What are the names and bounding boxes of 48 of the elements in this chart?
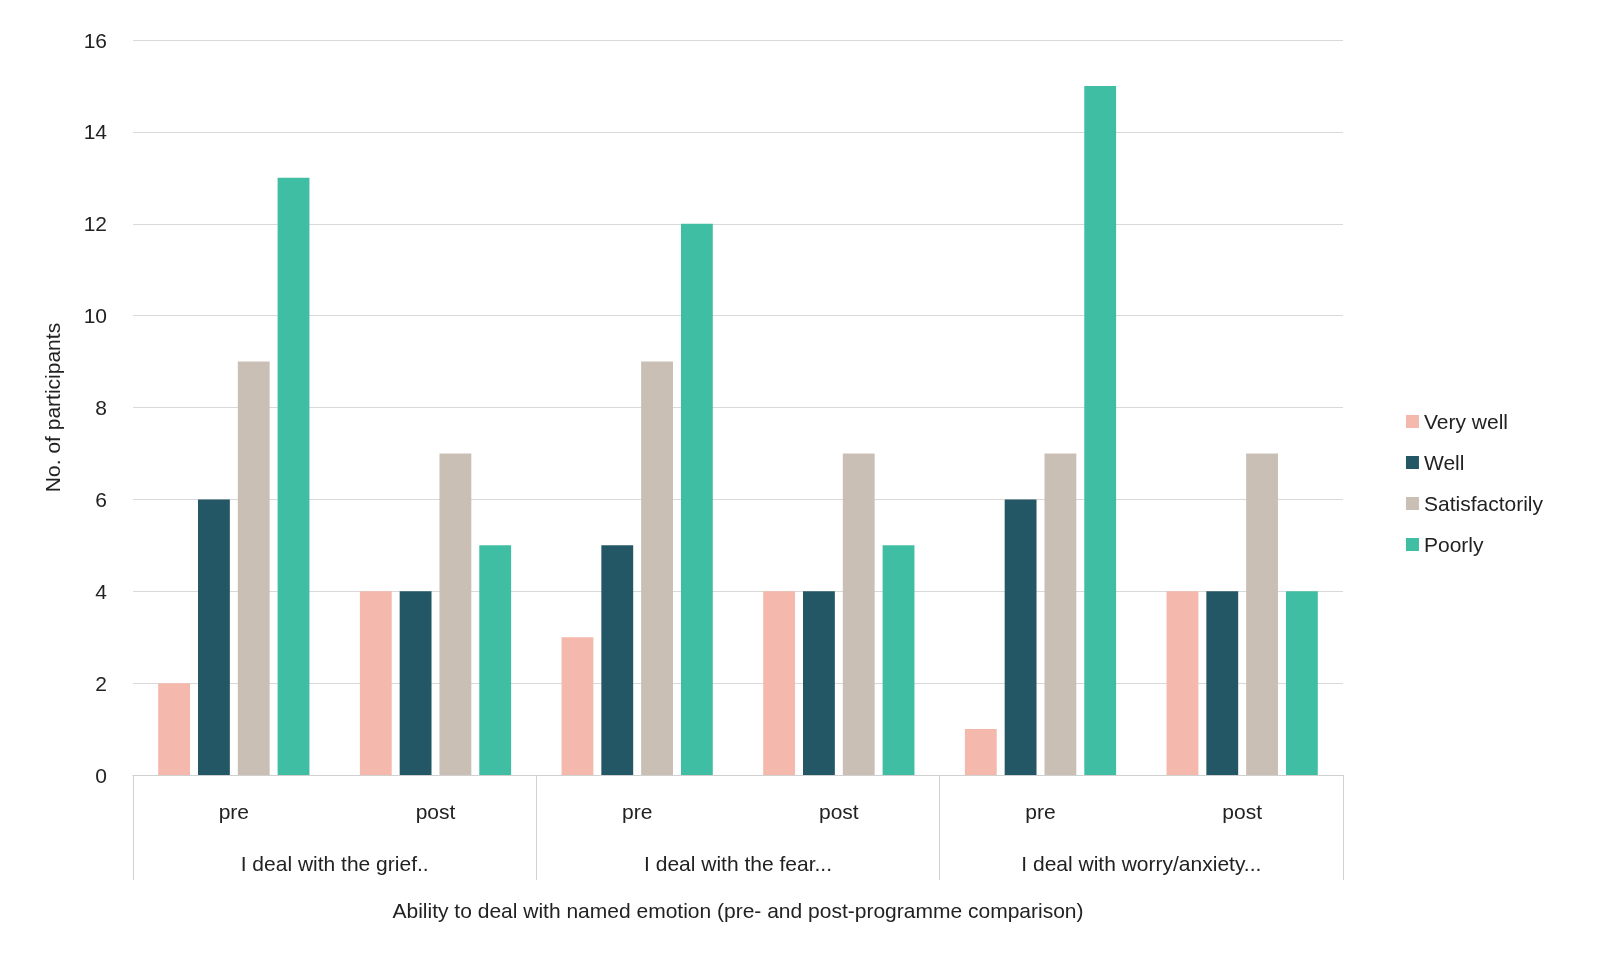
y-tick-label: 14 xyxy=(83,120,108,144)
bar xyxy=(803,591,835,775)
bar xyxy=(479,545,512,775)
text: I deal with the grief.. xyxy=(240,852,429,875)
bar xyxy=(1084,85,1117,775)
bar xyxy=(1285,591,1318,775)
bar xyxy=(882,545,915,775)
bar xyxy=(158,683,191,775)
bar xyxy=(399,591,432,775)
y-tick-label: 10 xyxy=(83,304,107,328)
legend-label: Very well xyxy=(1423,410,1508,433)
bar xyxy=(1004,499,1037,775)
y-tick-label: 2 xyxy=(95,671,107,695)
bar xyxy=(763,591,796,775)
bar xyxy=(237,361,270,775)
x-tick-label: post xyxy=(818,800,859,823)
legend-label: Satisfactorily xyxy=(1423,492,1544,515)
x-tick-label: pre xyxy=(1025,800,1056,823)
y-tick-label: 0 xyxy=(95,763,107,787)
x-tick-label: post xyxy=(415,800,456,823)
y-tick-label: 16 xyxy=(83,28,107,52)
bar xyxy=(680,223,713,775)
text: I deal with worry/anxiety... xyxy=(1021,852,1262,875)
bar xyxy=(439,453,472,775)
y-axis-title: No. of participants xyxy=(41,322,64,493)
text: I deal with the fear... xyxy=(644,852,832,875)
x-axis-title: Ability to deal with named emotion (pre- and post-programme comparison) xyxy=(392,899,1084,922)
bar xyxy=(1166,591,1199,775)
legend-label: Poorly xyxy=(1423,533,1484,556)
legend-label: Well xyxy=(1423,451,1465,474)
bar xyxy=(1246,453,1278,775)
y-tick-label: 6 xyxy=(95,487,107,511)
bar xyxy=(1044,453,1077,775)
bar xyxy=(198,499,230,775)
bar xyxy=(277,177,310,775)
bar xyxy=(1206,591,1239,775)
x-tick-label: post xyxy=(1222,800,1263,823)
y-tick-label: 8 xyxy=(95,396,107,419)
bar xyxy=(964,729,997,775)
y-tick-label: 12 xyxy=(83,212,107,236)
bar xyxy=(359,591,392,775)
bar xyxy=(641,361,673,775)
x-tick-label: pre xyxy=(621,800,653,823)
bar xyxy=(561,637,594,775)
bar xyxy=(842,453,875,775)
y-tick-label: 4 xyxy=(95,579,108,603)
x-tick-label: pre xyxy=(218,800,250,823)
bar xyxy=(601,545,634,775)
